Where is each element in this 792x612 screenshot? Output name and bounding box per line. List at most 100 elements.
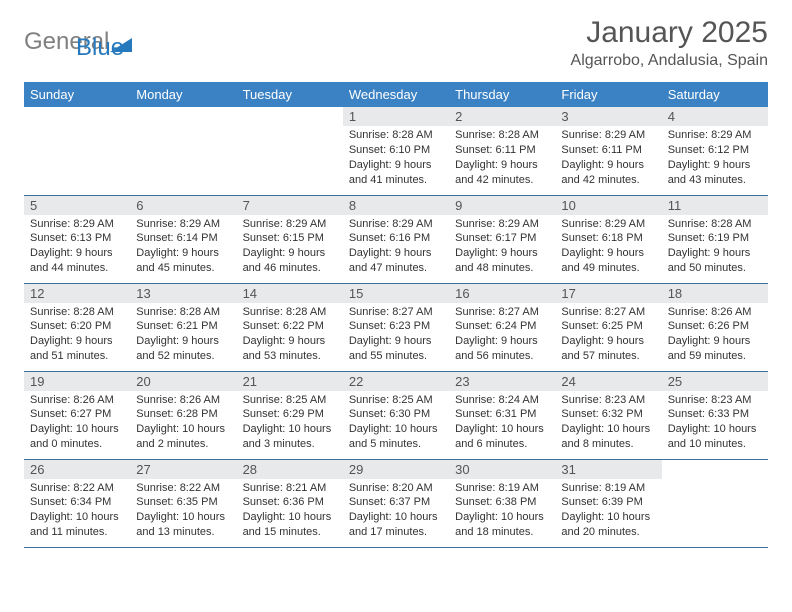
daylight-text: Daylight: 9 hours and 46 minutes. bbox=[243, 246, 337, 276]
day-number: 30 bbox=[449, 460, 555, 479]
calendar-week-row: 12Sunrise: 8:28 AMSunset: 6:20 PMDayligh… bbox=[24, 283, 768, 371]
weekday-header: Tuesday bbox=[237, 82, 343, 107]
sunrise-text: Sunrise: 8:28 AM bbox=[30, 305, 124, 320]
weekday-header: Saturday bbox=[662, 82, 768, 107]
day-details: Sunrise: 8:27 AMSunset: 6:25 PMDaylight:… bbox=[555, 303, 661, 368]
day-number: 18 bbox=[662, 284, 768, 303]
day-number: 1 bbox=[343, 107, 449, 126]
calendar-day-cell: 29Sunrise: 8:20 AMSunset: 6:37 PMDayligh… bbox=[343, 459, 449, 547]
calendar-day-cell: 26Sunrise: 8:22 AMSunset: 6:34 PMDayligh… bbox=[24, 459, 130, 547]
sunrise-text: Sunrise: 8:28 AM bbox=[136, 305, 230, 320]
sunset-text: Sunset: 6:24 PM bbox=[455, 319, 549, 334]
calendar-day-cell: 18Sunrise: 8:26 AMSunset: 6:26 PMDayligh… bbox=[662, 283, 768, 371]
day-details: Sunrise: 8:29 AMSunset: 6:16 PMDaylight:… bbox=[343, 215, 449, 280]
sunrise-text: Sunrise: 8:29 AM bbox=[136, 217, 230, 232]
day-details: Sunrise: 8:29 AMSunset: 6:15 PMDaylight:… bbox=[237, 215, 343, 280]
day-number: 31 bbox=[555, 460, 661, 479]
sunrise-text: Sunrise: 8:29 AM bbox=[455, 217, 549, 232]
sunset-text: Sunset: 6:27 PM bbox=[30, 407, 124, 422]
daylight-text: Daylight: 10 hours and 6 minutes. bbox=[455, 422, 549, 452]
calendar-empty-cell bbox=[24, 107, 130, 195]
day-number: 28 bbox=[237, 460, 343, 479]
weekday-header: Thursday bbox=[449, 82, 555, 107]
calendar-day-cell: 5Sunrise: 8:29 AMSunset: 6:13 PMDaylight… bbox=[24, 195, 130, 283]
calendar-day-cell: 12Sunrise: 8:28 AMSunset: 6:20 PMDayligh… bbox=[24, 283, 130, 371]
day-details: Sunrise: 8:25 AMSunset: 6:29 PMDaylight:… bbox=[237, 391, 343, 456]
day-details: Sunrise: 8:28 AMSunset: 6:21 PMDaylight:… bbox=[130, 303, 236, 368]
day-number: 3 bbox=[555, 107, 661, 126]
day-number: 9 bbox=[449, 196, 555, 215]
calendar-day-cell: 24Sunrise: 8:23 AMSunset: 6:32 PMDayligh… bbox=[555, 371, 661, 459]
calendar-day-cell: 30Sunrise: 8:19 AMSunset: 6:38 PMDayligh… bbox=[449, 459, 555, 547]
sunrise-text: Sunrise: 8:23 AM bbox=[668, 393, 762, 408]
sunrise-text: Sunrise: 8:19 AM bbox=[455, 481, 549, 496]
day-details: Sunrise: 8:23 AMSunset: 6:32 PMDaylight:… bbox=[555, 391, 661, 456]
sunset-text: Sunset: 6:30 PM bbox=[349, 407, 443, 422]
day-number: 29 bbox=[343, 460, 449, 479]
calendar-table: SundayMondayTuesdayWednesdayThursdayFrid… bbox=[24, 82, 768, 548]
sunrise-text: Sunrise: 8:22 AM bbox=[30, 481, 124, 496]
calendar-day-cell: 22Sunrise: 8:25 AMSunset: 6:30 PMDayligh… bbox=[343, 371, 449, 459]
sunrise-text: Sunrise: 8:29 AM bbox=[561, 217, 655, 232]
daylight-text: Daylight: 10 hours and 0 minutes. bbox=[30, 422, 124, 452]
daylight-text: Daylight: 9 hours and 41 minutes. bbox=[349, 158, 443, 188]
sunrise-text: Sunrise: 8:27 AM bbox=[561, 305, 655, 320]
sunrise-text: Sunrise: 8:29 AM bbox=[668, 128, 762, 143]
day-details: Sunrise: 8:28 AMSunset: 6:20 PMDaylight:… bbox=[24, 303, 130, 368]
sunrise-text: Sunrise: 8:26 AM bbox=[30, 393, 124, 408]
sunset-text: Sunset: 6:28 PM bbox=[136, 407, 230, 422]
sunset-text: Sunset: 6:26 PM bbox=[668, 319, 762, 334]
daylight-text: Daylight: 9 hours and 53 minutes. bbox=[243, 334, 337, 364]
day-number: 19 bbox=[24, 372, 130, 391]
day-details: Sunrise: 8:22 AMSunset: 6:34 PMDaylight:… bbox=[24, 479, 130, 544]
calendar-day-cell: 10Sunrise: 8:29 AMSunset: 6:18 PMDayligh… bbox=[555, 195, 661, 283]
calendar-day-cell: 16Sunrise: 8:27 AMSunset: 6:24 PMDayligh… bbox=[449, 283, 555, 371]
sunrise-text: Sunrise: 8:19 AM bbox=[561, 481, 655, 496]
day-number: 24 bbox=[555, 372, 661, 391]
weekday-header: Friday bbox=[555, 82, 661, 107]
sunrise-text: Sunrise: 8:29 AM bbox=[30, 217, 124, 232]
sunset-text: Sunset: 6:39 PM bbox=[561, 495, 655, 510]
sunrise-text: Sunrise: 8:29 AM bbox=[243, 217, 337, 232]
day-number: 21 bbox=[237, 372, 343, 391]
daylight-text: Daylight: 9 hours and 47 minutes. bbox=[349, 246, 443, 276]
day-number: 13 bbox=[130, 284, 236, 303]
daylight-text: Daylight: 9 hours and 45 minutes. bbox=[136, 246, 230, 276]
sunrise-text: Sunrise: 8:28 AM bbox=[455, 128, 549, 143]
sunrise-text: Sunrise: 8:23 AM bbox=[561, 393, 655, 408]
day-details: Sunrise: 8:29 AMSunset: 6:13 PMDaylight:… bbox=[24, 215, 130, 280]
calendar-week-row: 5Sunrise: 8:29 AMSunset: 6:13 PMDaylight… bbox=[24, 195, 768, 283]
calendar-day-cell: 25Sunrise: 8:23 AMSunset: 6:33 PMDayligh… bbox=[662, 371, 768, 459]
logo-text-blue: Blue bbox=[76, 34, 124, 62]
sunset-text: Sunset: 6:33 PM bbox=[668, 407, 762, 422]
day-details: Sunrise: 8:29 AMSunset: 6:17 PMDaylight:… bbox=[449, 215, 555, 280]
daylight-text: Daylight: 9 hours and 50 minutes. bbox=[668, 246, 762, 276]
day-number: 23 bbox=[449, 372, 555, 391]
daylight-text: Daylight: 10 hours and 10 minutes. bbox=[668, 422, 762, 452]
calendar-day-cell: 4Sunrise: 8:29 AMSunset: 6:12 PMDaylight… bbox=[662, 107, 768, 195]
day-details: Sunrise: 8:23 AMSunset: 6:33 PMDaylight:… bbox=[662, 391, 768, 456]
calendar-day-cell: 6Sunrise: 8:29 AMSunset: 6:14 PMDaylight… bbox=[130, 195, 236, 283]
sunrise-text: Sunrise: 8:21 AM bbox=[243, 481, 337, 496]
calendar-day-cell: 11Sunrise: 8:28 AMSunset: 6:19 PMDayligh… bbox=[662, 195, 768, 283]
sunset-text: Sunset: 6:32 PM bbox=[561, 407, 655, 422]
sunset-text: Sunset: 6:31 PM bbox=[455, 407, 549, 422]
sunset-text: Sunset: 6:23 PM bbox=[349, 319, 443, 334]
calendar-day-cell: 14Sunrise: 8:28 AMSunset: 6:22 PMDayligh… bbox=[237, 283, 343, 371]
day-details: Sunrise: 8:28 AMSunset: 6:11 PMDaylight:… bbox=[449, 126, 555, 191]
day-details: Sunrise: 8:19 AMSunset: 6:39 PMDaylight:… bbox=[555, 479, 661, 544]
day-details: Sunrise: 8:27 AMSunset: 6:23 PMDaylight:… bbox=[343, 303, 449, 368]
sunset-text: Sunset: 6:36 PM bbox=[243, 495, 337, 510]
sunset-text: Sunset: 6:15 PM bbox=[243, 231, 337, 246]
day-number: 2 bbox=[449, 107, 555, 126]
calendar-week-row: 1Sunrise: 8:28 AMSunset: 6:10 PMDaylight… bbox=[24, 107, 768, 195]
sunset-text: Sunset: 6:38 PM bbox=[455, 495, 549, 510]
day-details: Sunrise: 8:26 AMSunset: 6:26 PMDaylight:… bbox=[662, 303, 768, 368]
daylight-text: Daylight: 10 hours and 17 minutes. bbox=[349, 510, 443, 540]
weekday-header: Wednesday bbox=[343, 82, 449, 107]
sunset-text: Sunset: 6:12 PM bbox=[668, 143, 762, 158]
day-details: Sunrise: 8:28 AMSunset: 6:22 PMDaylight:… bbox=[237, 303, 343, 368]
day-details: Sunrise: 8:24 AMSunset: 6:31 PMDaylight:… bbox=[449, 391, 555, 456]
sunrise-text: Sunrise: 8:29 AM bbox=[561, 128, 655, 143]
sunset-text: Sunset: 6:20 PM bbox=[30, 319, 124, 334]
